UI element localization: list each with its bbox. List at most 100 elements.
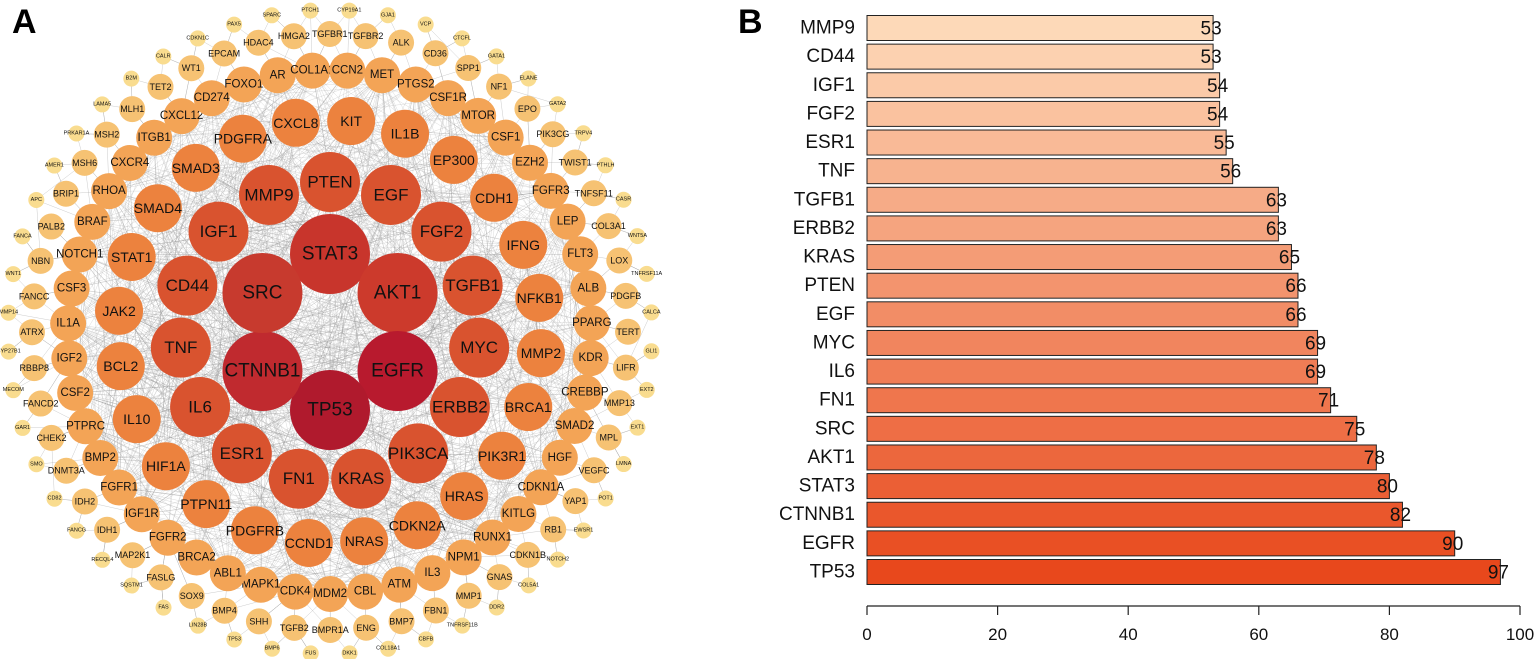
network-node[interactable]: CD44 bbox=[157, 255, 218, 316]
network-node[interactable]: CCND1 bbox=[285, 518, 333, 567]
network-node[interactable]: CXCR4 bbox=[110, 144, 150, 181]
network-node[interactable]: VCP bbox=[417, 16, 434, 33]
network-node[interactable]: JAK2 bbox=[95, 286, 144, 335]
network-node[interactable]: CDK4 bbox=[277, 573, 314, 610]
network-node[interactable]: FGFR2 bbox=[149, 519, 187, 556]
network-node[interactable]: TNFSF11 bbox=[575, 180, 613, 207]
network-node[interactable]: COL5A1 bbox=[518, 577, 539, 594]
network-node[interactable]: ALK bbox=[388, 29, 415, 56]
network-node[interactable]: B2M bbox=[123, 70, 140, 87]
network-node[interactable]: FOXO1 bbox=[224, 66, 263, 103]
network-node[interactable]: BRCA2 bbox=[177, 539, 216, 576]
network-node[interactable]: STAT3 bbox=[290, 214, 370, 294]
network-node[interactable]: GJA1 bbox=[379, 7, 396, 24]
network-node[interactable]: IFNG bbox=[499, 220, 548, 269]
network-node[interactable]: PRKAR1A bbox=[64, 125, 90, 142]
network-node[interactable]: SRC bbox=[222, 253, 303, 333]
network-node[interactable]: VEGFC bbox=[578, 457, 610, 484]
network-node[interactable]: TGFBR2 bbox=[348, 23, 384, 50]
network-node[interactable]: GLI1 bbox=[643, 343, 660, 360]
network-node[interactable]: CDKN1B bbox=[510, 541, 547, 568]
network-node[interactable]: IL3 bbox=[414, 555, 451, 592]
network-node[interactable]: CSF2 bbox=[57, 374, 94, 411]
network-node[interactable]: LIFR bbox=[612, 354, 639, 381]
network-node[interactable]: MMP13 bbox=[604, 390, 635, 417]
network-node[interactable]: STAT1 bbox=[107, 232, 156, 281]
network-node[interactable]: CALCA bbox=[642, 304, 661, 321]
network-node[interactable]: EXT2 bbox=[638, 381, 655, 398]
network-node[interactable]: TERT bbox=[614, 318, 641, 345]
network-node[interactable]: PTPN11 bbox=[180, 480, 232, 529]
network-node[interactable]: POT1 bbox=[597, 490, 614, 507]
network-node[interactable]: ESR1 bbox=[211, 423, 272, 484]
network-node[interactable]: BMP7 bbox=[388, 608, 415, 635]
network-node[interactable]: HRAS bbox=[440, 472, 489, 521]
network-node[interactable]: MDM2 bbox=[312, 575, 349, 612]
network-node[interactable]: PIK3CA bbox=[388, 423, 449, 484]
network-node[interactable]: TP53 bbox=[226, 631, 243, 648]
network-node[interactable]: CXCL8 bbox=[271, 98, 320, 147]
network-node[interactable]: HIF1A bbox=[141, 442, 190, 491]
network-node[interactable]: PDGFRA bbox=[214, 114, 273, 163]
network-node[interactable]: GATA1 bbox=[488, 48, 505, 65]
network-node[interactable]: FLT3 bbox=[562, 236, 599, 273]
network-node[interactable]: HGF bbox=[541, 439, 578, 476]
network-node[interactable]: KITLG bbox=[500, 496, 537, 533]
network-node[interactable]: FANCC bbox=[19, 283, 50, 310]
network-node[interactable]: PTCH1 bbox=[301, 2, 319, 19]
network-node[interactable]: LOX bbox=[606, 247, 633, 274]
network-node[interactable]: EGFR bbox=[357, 331, 438, 411]
network-node[interactable]: CALR bbox=[155, 48, 172, 65]
network-node[interactable]: EPO bbox=[514, 95, 541, 122]
network-node[interactable]: TWIST1 bbox=[559, 149, 592, 176]
network-node[interactable]: ELANE bbox=[519, 70, 538, 87]
network-node[interactable]: IL10 bbox=[112, 395, 161, 444]
network-node[interactable]: CYP27B1 bbox=[0, 343, 21, 360]
network-node[interactable]: LMNA bbox=[615, 456, 632, 473]
network-node[interactable]: IL6 bbox=[170, 377, 231, 437]
network-node[interactable]: CXCL12 bbox=[160, 98, 203, 135]
network-node[interactable]: MMP9 bbox=[238, 164, 299, 225]
network-node[interactable]: AKT1 bbox=[357, 253, 438, 333]
network-node[interactable]: IDH1 bbox=[94, 516, 121, 543]
network-node[interactable]: ITGB1 bbox=[136, 119, 173, 156]
network-node[interactable]: TGFB1 bbox=[442, 255, 503, 316]
network-node[interactable]: CBFB bbox=[417, 631, 434, 648]
network-node[interactable]: GATA2 bbox=[549, 96, 566, 113]
network-node[interactable]: LEP bbox=[549, 203, 586, 240]
network-node[interactable]: CCN2 bbox=[329, 52, 366, 89]
network-node[interactable]: MYC bbox=[449, 317, 510, 378]
network-node[interactable]: FAS bbox=[155, 599, 172, 616]
network-node[interactable]: EZH2 bbox=[511, 144, 548, 181]
network-node[interactable]: SMO bbox=[28, 456, 45, 473]
network-node[interactable]: COL1A1 bbox=[290, 52, 334, 89]
network-node[interactable]: CSF1R bbox=[429, 80, 467, 117]
network-node[interactable]: LIN28B bbox=[189, 617, 208, 634]
network-node[interactable]: IL1B bbox=[381, 109, 430, 158]
network-node[interactable]: IGF1R bbox=[123, 496, 160, 533]
network-node[interactable]: FANCG bbox=[67, 522, 86, 539]
network-node[interactable]: MMP2 bbox=[516, 329, 565, 378]
network-node[interactable]: CSF1 bbox=[487, 119, 524, 156]
network-node[interactable]: DDR2 bbox=[488, 599, 505, 616]
network-node[interactable]: PALB2 bbox=[38, 213, 65, 240]
network-node[interactable]: WNT1 bbox=[5, 266, 22, 283]
network-node[interactable]: EGF bbox=[361, 164, 422, 225]
network-node[interactable]: HDAC4 bbox=[243, 29, 274, 56]
network-node[interactable]: GAR1 bbox=[14, 419, 31, 436]
network-node[interactable]: CYP19A1 bbox=[337, 2, 361, 19]
network-node[interactable]: FGFR1 bbox=[100, 469, 138, 506]
network-node[interactable]: COL18A1 bbox=[376, 640, 400, 657]
network-node[interactable]: MMP1 bbox=[456, 582, 482, 609]
network-node[interactable]: MTOR bbox=[460, 97, 497, 134]
network-node[interactable]: TGFB2 bbox=[280, 614, 309, 641]
network-node[interactable]: MECOM bbox=[3, 382, 25, 399]
network-node[interactable]: CD36 bbox=[422, 40, 449, 67]
network-node[interactable]: ATRX bbox=[19, 319, 46, 346]
network-node[interactable]: TNFRSF11A bbox=[631, 265, 663, 282]
network-node[interactable]: CTCFL bbox=[453, 30, 471, 47]
network-node[interactable]: FANCA bbox=[13, 228, 32, 245]
network-node[interactable]: WT1 bbox=[178, 55, 205, 82]
network-node[interactable]: TRPV4 bbox=[575, 125, 593, 142]
network-node[interactable]: FUS bbox=[302, 645, 319, 659]
